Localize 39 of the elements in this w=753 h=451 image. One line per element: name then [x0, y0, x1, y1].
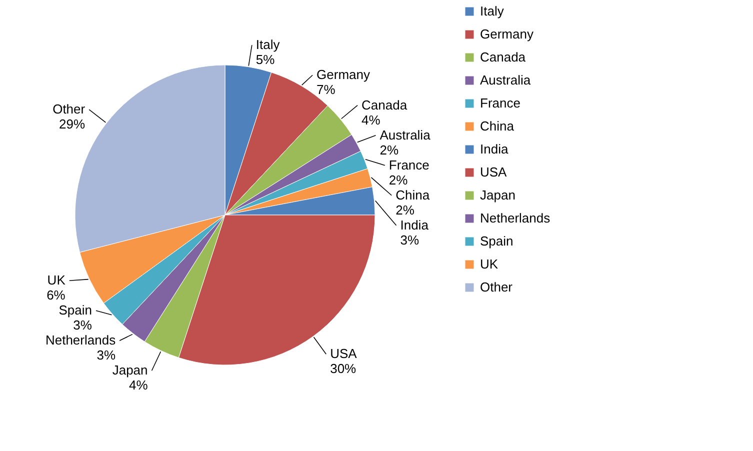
data-label: 3%	[96, 348, 116, 363]
slice-label: Australia	[380, 127, 432, 142]
slice-label: Italy	[256, 37, 280, 52]
slice-label: UK	[47, 272, 66, 288]
data-label: 6%	[46, 288, 66, 303]
legend-label: Germany	[480, 26, 534, 42]
legend-label: Italy	[480, 4, 504, 18]
data-label: 30%	[330, 361, 357, 376]
data-label: 29%	[59, 116, 86, 132]
data-label: 3%	[400, 232, 420, 248]
data-label: 2%	[388, 172, 408, 188]
legend-label: India	[480, 142, 509, 156]
data-label: 2%	[396, 202, 415, 218]
slice-label: Spain	[58, 302, 92, 318]
data-label: 4%	[128, 378, 148, 393]
legend-label: UK	[480, 256, 498, 272]
legend-label: Japan	[480, 188, 516, 202]
legend-label: Other	[480, 280, 514, 294]
slice-label: Other	[52, 102, 86, 117]
data-label: 3%	[73, 318, 92, 333]
data-label: 7%	[316, 82, 336, 98]
legend-label: Netherlands	[480, 210, 551, 226]
legend-label: Canada	[480, 50, 526, 64]
data-label: 2%	[380, 142, 399, 158]
legend-label: France	[480, 96, 520, 110]
slice-label: Netherlands	[45, 332, 116, 348]
slice-label: France	[388, 157, 430, 172]
slice-label: India	[400, 217, 430, 232]
slice-label: Canada	[362, 97, 408, 112]
legend-label: Australia	[480, 72, 532, 88]
slice-label: China	[396, 187, 430, 202]
legend-label: USA	[480, 164, 508, 180]
slice-label: USA	[330, 346, 358, 362]
legend-label: China	[480, 118, 515, 134]
slice-label: Germany	[316, 67, 371, 82]
data-label: 4%	[362, 112, 381, 128]
slice-label: Japan	[112, 362, 148, 378]
data-label: 5%	[256, 52, 276, 68]
legend-label: Spain	[480, 234, 514, 248]
